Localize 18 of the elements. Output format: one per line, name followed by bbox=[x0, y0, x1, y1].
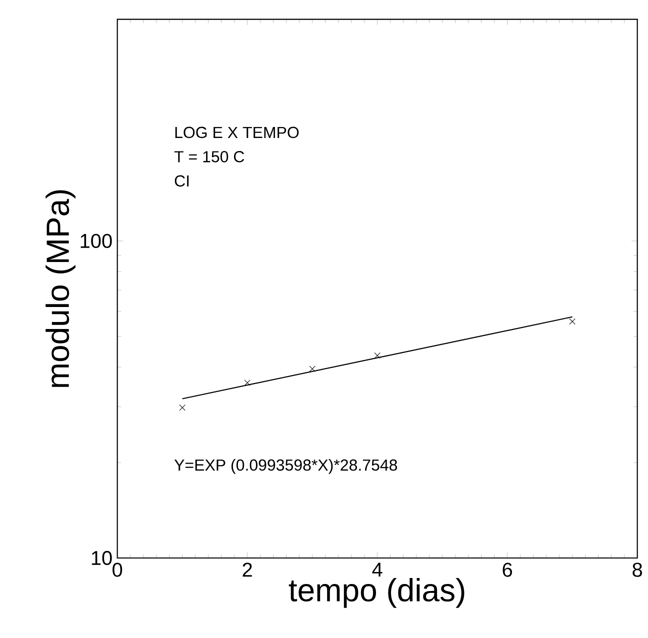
y-tick-label: 10 bbox=[92, 550, 112, 566]
point bbox=[309, 366, 316, 372]
y-tick-label: 100 bbox=[80, 234, 112, 248]
annotation: CI bbox=[174, 175, 189, 187]
point bbox=[374, 352, 380, 359]
x-tick-label: 8 bbox=[632, 562, 642, 577]
x-tick-label: 4 bbox=[372, 562, 382, 576]
point bbox=[244, 380, 250, 386]
x-tick-label: 0 bbox=[112, 562, 122, 577]
x-tick-label: 2 bbox=[242, 562, 252, 577]
annotation: LOG E X TEMPO bbox=[175, 126, 299, 138]
point bbox=[179, 404, 186, 411]
annotation: Y=EXP (0.0993598*X)*28.7548 bbox=[174, 458, 398, 474]
point bbox=[569, 318, 576, 325]
x-tick-label: 6 bbox=[502, 562, 512, 577]
x-axis-title: tempo (dias) bbox=[288, 578, 464, 608]
y-axis-title: modulo (MPa) bbox=[46, 190, 76, 388]
annotation: T = 150 C bbox=[174, 151, 244, 162]
